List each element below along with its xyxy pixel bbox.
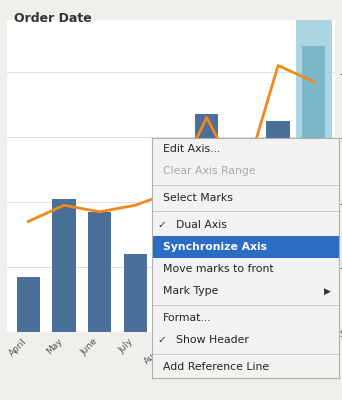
Text: Add Reference Line: Add Reference Line [163,362,269,372]
Text: Mark Type: Mark Type [163,286,219,296]
Text: Edit Axis...: Edit Axis... [163,144,221,154]
Bar [231,150,254,332]
Text: Select Marks: Select Marks [163,193,233,203]
Bar [159,202,183,332]
Text: Order Date: Order Date [14,12,91,25]
Bar [302,46,325,332]
Text: Format...: Format... [163,313,212,323]
Bar [296,20,332,332]
Text: Dual Axis: Dual Axis [176,220,227,230]
Bar [124,254,147,332]
Text: Clear Axis Range: Clear Axis Range [163,166,256,176]
Bar [17,277,40,332]
Bar [52,199,76,332]
Bar [266,121,290,332]
Bar [195,114,218,332]
Text: ✓: ✓ [158,335,167,345]
Text: ✓: ✓ [158,220,167,230]
Text: ▶: ▶ [324,286,331,296]
Bar [88,212,111,332]
Bar [152,236,339,258]
Text: Move marks to front: Move marks to front [163,264,274,274]
Text: Show Header: Show Header [176,335,249,345]
Text: Synchronize Axis: Synchronize Axis [163,242,267,252]
